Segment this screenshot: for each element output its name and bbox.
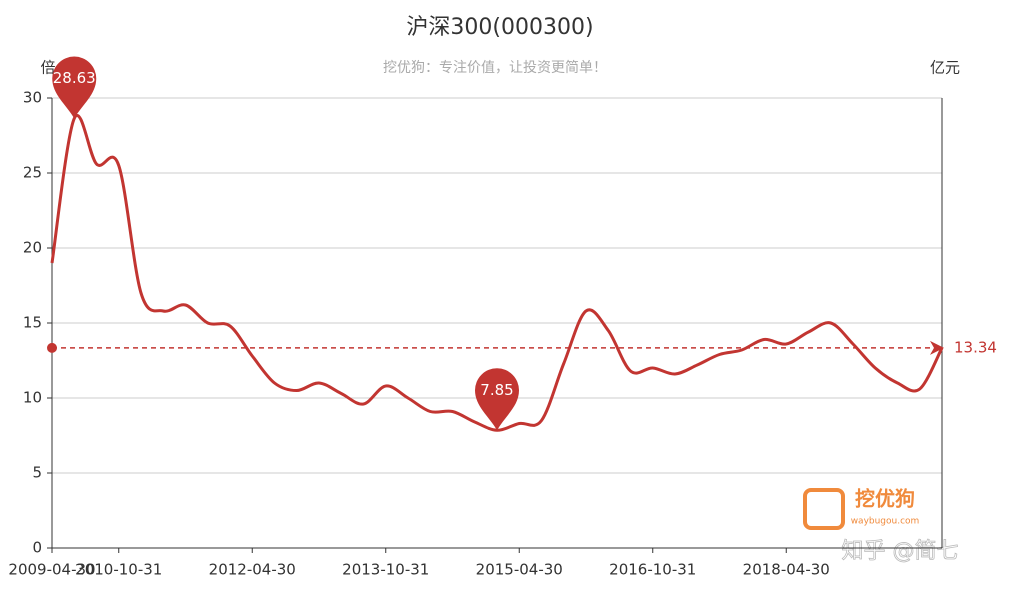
x-tick-label: 2013-10-31 bbox=[342, 561, 429, 579]
x-tick-label: 2010-10-31 bbox=[75, 561, 162, 579]
mark-line-arrow bbox=[930, 340, 944, 355]
x-tick-label: 2012-04-30 bbox=[209, 561, 296, 579]
mark-line-label: 13.34 bbox=[954, 338, 997, 356]
y-tick-label: 30 bbox=[23, 89, 42, 107]
logo-name: 挖优狗 bbox=[855, 487, 915, 511]
mark-pin-label: 7.85 bbox=[480, 381, 513, 399]
logo-icon bbox=[803, 488, 845, 530]
x-tick-label: 2016-10-31 bbox=[609, 561, 696, 579]
y2-axis-label: 亿元 bbox=[930, 59, 960, 77]
y-tick-label: 10 bbox=[23, 389, 42, 407]
y-tick-label: 0 bbox=[32, 539, 42, 557]
mark-pin-label: 28.63 bbox=[53, 69, 96, 87]
x-tick-label: 2018-04-30 bbox=[743, 561, 830, 579]
y-tick-label: 5 bbox=[32, 464, 42, 482]
y-axis-label: 倍 bbox=[40, 59, 55, 77]
chart-title: 沪深300(000300) bbox=[406, 15, 593, 40]
line bbox=[50, 114, 944, 432]
mark-pin bbox=[475, 368, 519, 431]
y-tick-label: 20 bbox=[23, 239, 42, 257]
logo-url: waybugou.com bbox=[851, 517, 920, 527]
mark-line-start bbox=[47, 342, 57, 353]
watermark: 知乎 @简七 bbox=[842, 539, 959, 564]
y-tick-label: 25 bbox=[23, 164, 42, 182]
y-tick-label: 15 bbox=[23, 314, 42, 332]
chart-subtitle: 挖优狗：专注价值，让投资更简单！ bbox=[383, 59, 607, 76]
mark-pin bbox=[52, 56, 97, 119]
x-tick-label: 2009-04-30 bbox=[8, 561, 95, 579]
x-tick-label: 2015-04-30 bbox=[476, 561, 563, 579]
